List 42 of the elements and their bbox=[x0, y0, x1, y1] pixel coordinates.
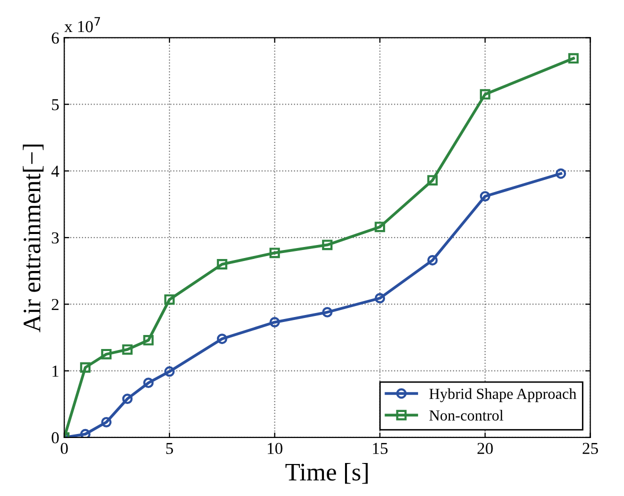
point bbox=[101, 416, 112, 428]
x-tick-label: 20 bbox=[477, 442, 493, 454]
point bbox=[269, 316, 280, 328]
text: x 10$^{7}$ bbox=[64, 17, 100, 32]
y-tick-label: 2 bbox=[52, 298, 58, 310]
x-tick-label: 15 bbox=[373, 442, 388, 454]
y-tick-label: 5 bbox=[52, 99, 59, 110]
x-tick-label: 10 bbox=[268, 442, 282, 454]
point bbox=[101, 348, 112, 360]
point bbox=[143, 378, 154, 388]
y-tick-label: 0 bbox=[52, 432, 59, 444]
x-axis-title: Time [s] bbox=[285, 463, 368, 484]
point bbox=[216, 259, 228, 270]
point bbox=[216, 334, 228, 344]
point bbox=[374, 293, 386, 304]
y-axis-title: Air entrainment[−] bbox=[22, 144, 44, 332]
point bbox=[322, 240, 332, 250]
point bbox=[322, 306, 332, 318]
x-tick-label: 25 bbox=[582, 442, 598, 454]
y-tick-label: 3 bbox=[52, 232, 59, 244]
point bbox=[374, 222, 386, 232]
point bbox=[568, 53, 579, 64]
point bbox=[556, 168, 566, 179]
point bbox=[80, 362, 91, 373]
point bbox=[164, 366, 175, 377]
point bbox=[427, 175, 438, 186]
y-tick-label: 6 bbox=[52, 32, 59, 44]
y-tick-label: 4 bbox=[51, 166, 60, 177]
legend-label: Hybrid Shape Approach bbox=[429, 388, 576, 402]
point bbox=[122, 344, 133, 355]
legend-label: Non-control bbox=[429, 410, 504, 421]
point bbox=[164, 294, 175, 305]
point bbox=[143, 334, 154, 346]
point bbox=[269, 248, 280, 258]
point bbox=[480, 191, 490, 202]
point bbox=[80, 428, 91, 438]
y-tick-label: 1 bbox=[52, 366, 58, 377]
x-tick-label: 0 bbox=[60, 442, 68, 454]
point bbox=[427, 255, 438, 266]
point bbox=[122, 394, 133, 404]
x-tick-label: 5 bbox=[166, 442, 173, 454]
point bbox=[480, 89, 490, 100]
